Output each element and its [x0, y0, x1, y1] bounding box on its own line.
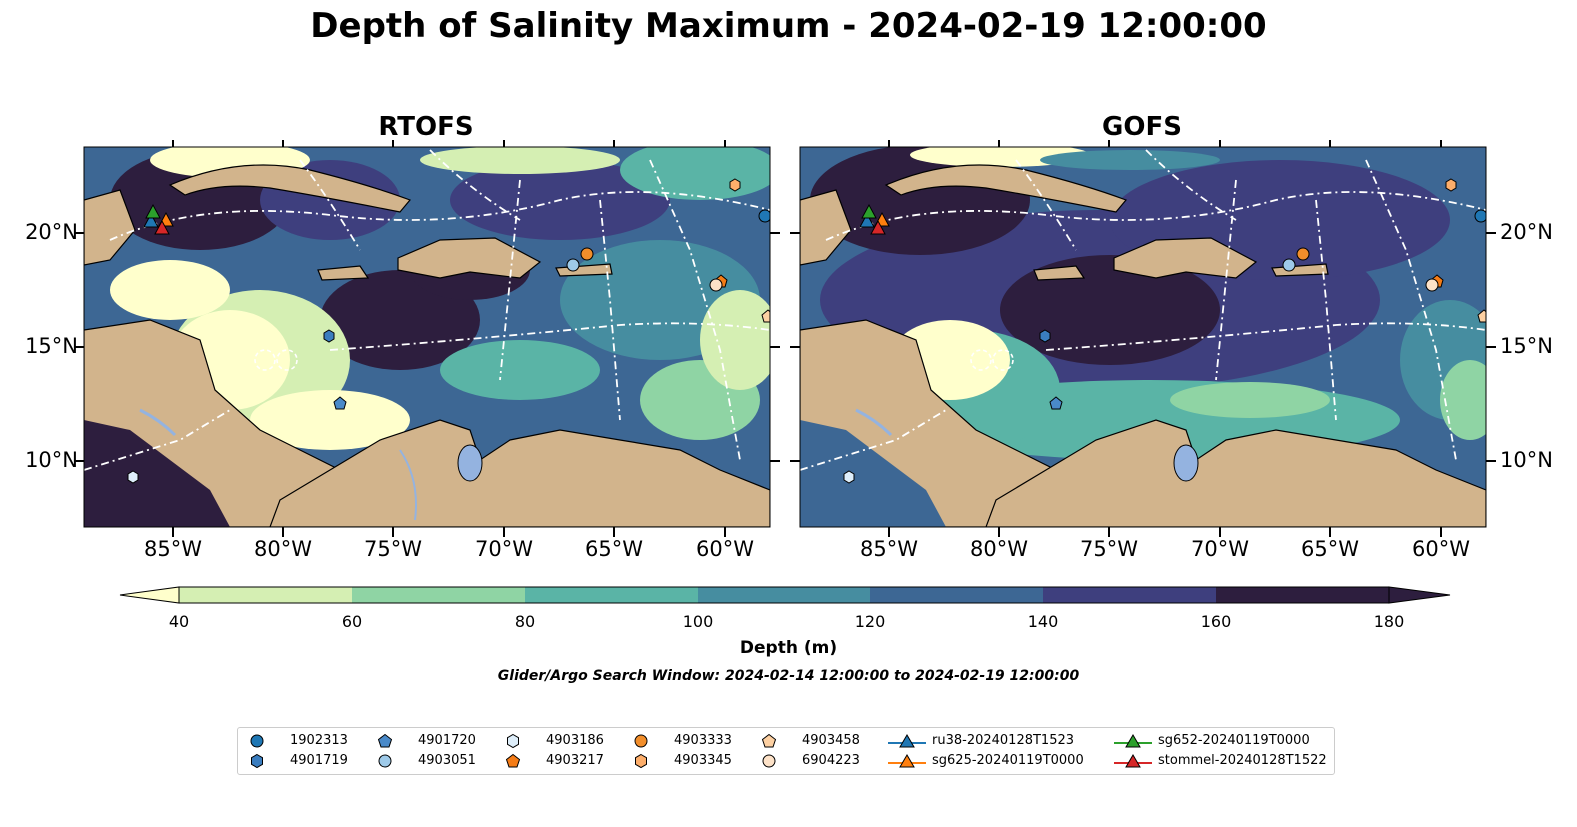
lon-tick-label: 80°W	[254, 537, 312, 561]
lon-tick-label: 85°W	[860, 537, 918, 561]
colorbar-tick-label: 180	[1373, 612, 1405, 631]
lat-tick-label: 15°N	[25, 334, 78, 358]
hexagon-marker-icon	[635, 753, 647, 769]
panel-title-rtofs: RTOFS	[378, 112, 474, 142]
triangle-marker-icon	[888, 754, 926, 768]
lat-tick-label: 20°N	[1500, 220, 1553, 244]
pentagon-marker-icon	[505, 753, 521, 768]
legend-label: 4903458	[802, 733, 860, 748]
hexagon-marker-icon	[507, 733, 519, 749]
legend-label: 4903186	[546, 733, 604, 748]
lon-tick-label: 75°W	[364, 537, 422, 561]
lon-tick-label: 70°W	[1191, 537, 1249, 561]
colorbar-tick-label: 160	[1200, 612, 1232, 631]
pentagon-marker-icon	[377, 733, 393, 748]
colorbar-tick-label: 100	[682, 612, 714, 631]
lat-tick-label: 10°N	[25, 448, 78, 472]
colorbar-tick-label: 80	[514, 612, 536, 631]
lon-tick-label: 60°W	[696, 537, 754, 561]
rtofs-map	[83, 146, 771, 528]
lon-tick-label: 85°W	[144, 537, 202, 561]
lon-tick-label: 75°W	[1080, 537, 1138, 561]
legend-label: 4903217	[546, 753, 604, 768]
colorbar	[119, 586, 1451, 604]
legend-label: 4903051	[418, 753, 476, 768]
legend-label: 4903345	[674, 753, 732, 768]
hexagon-marker-icon	[251, 753, 263, 769]
circle-marker-icon	[250, 734, 264, 748]
lon-tick-label: 70°W	[475, 537, 533, 561]
legend: 1902313 4901719 4901720 4903051 4903186 49032…	[237, 727, 1335, 775]
circle-marker-icon	[378, 754, 392, 768]
axis-ticks	[74, 140, 1496, 537]
circle-marker-icon	[634, 734, 648, 748]
lat-tick-label: 20°N	[25, 220, 78, 244]
colorbar-tick-label: 60	[341, 612, 363, 631]
circle-marker-icon	[762, 754, 776, 768]
legend-label: 1902313	[290, 733, 348, 748]
legend-label: sg625-20240119T0000	[932, 753, 1084, 768]
lon-tick-label: 60°W	[1412, 537, 1470, 561]
search-window-text: Glider/Argo Search Window: 2024-02-14 12…	[497, 668, 1080, 684]
colorbar-tick-label: 40	[168, 612, 190, 631]
gofs-map	[799, 146, 1487, 528]
legend-label: sg652-20240119T0000	[1158, 733, 1310, 748]
legend-label: stommel-20240128T1522	[1158, 753, 1327, 768]
legend-label: 4901719	[290, 753, 348, 768]
triangle-marker-icon	[1114, 734, 1152, 748]
panel-title-gofs: GOFS	[1102, 112, 1182, 142]
colorbar-tick-label: 140	[1027, 612, 1059, 631]
lon-tick-label: 80°W	[970, 537, 1028, 561]
lon-tick-label: 65°W	[1301, 537, 1359, 561]
lat-tick-label: 15°N	[1500, 334, 1553, 358]
triangle-marker-icon	[1114, 754, 1152, 768]
colorbar-tick-label: 120	[854, 612, 886, 631]
legend-label: 4901720	[418, 733, 476, 748]
legend-label: ru38-20240128T1523	[932, 733, 1075, 748]
lon-tick-label: 65°W	[585, 537, 643, 561]
page-title: Depth of Salinity Maximum - 2024-02-19 1…	[310, 6, 1267, 46]
legend-label: 6904223	[802, 753, 860, 768]
triangle-marker-icon	[888, 734, 926, 748]
pentagon-marker-icon	[761, 733, 777, 748]
lat-tick-label: 10°N	[1500, 448, 1553, 472]
colorbar-title: Depth (m)	[739, 638, 838, 658]
legend-label: 4903333	[674, 733, 732, 748]
